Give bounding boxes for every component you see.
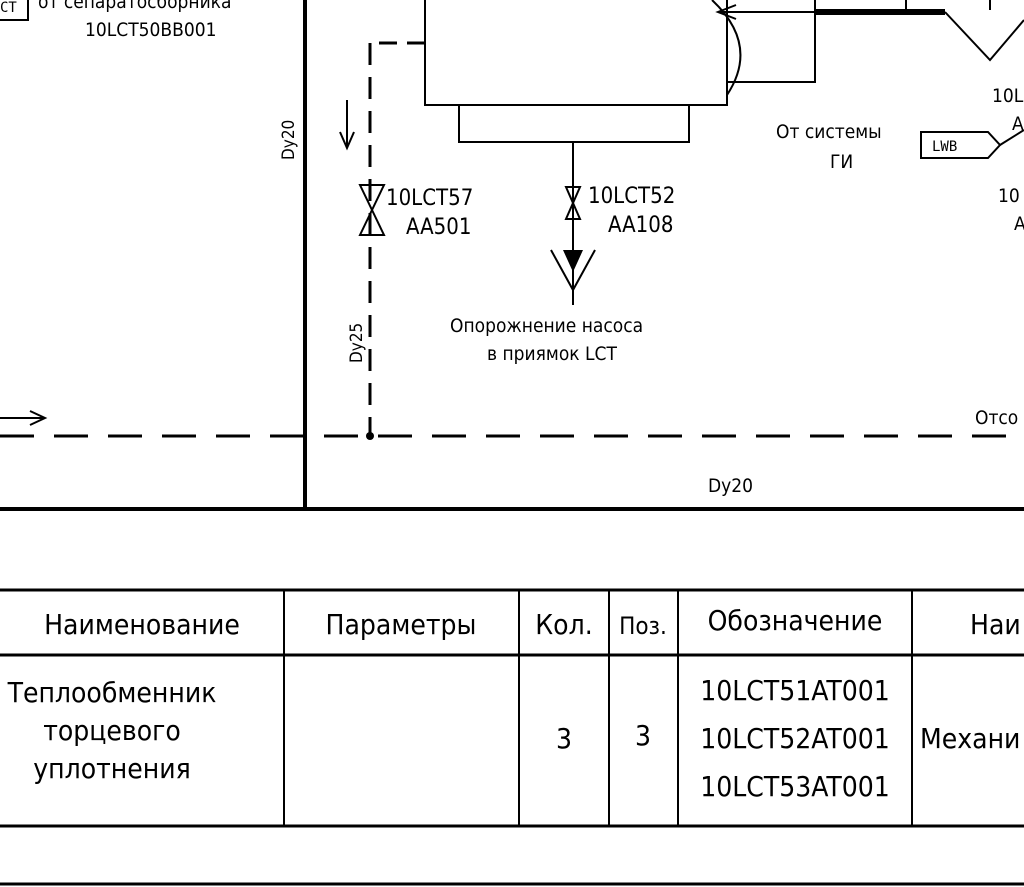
row-name-line1: Теплообменник	[7, 676, 217, 709]
valve-57-tag-line2: AA501	[406, 215, 471, 240]
header-designation: Обозначение	[708, 604, 883, 637]
pump-body	[424, 0, 945, 143]
drain-funnel-icon	[550, 249, 596, 293]
left-flow-arrow	[0, 410, 48, 426]
row-designation-1: 10LCT51AT001	[700, 674, 890, 707]
valve-52-tag-line1: 10LCT52	[588, 184, 675, 209]
valve-52-tag-line2: AA108	[608, 213, 673, 238]
dy25-vertical-label: Dy25	[347, 323, 367, 363]
separator-source-label: CT от сепаратосборника 10LCT50BB001	[0, 0, 231, 41]
from-system-line1: От системы	[776, 121, 882, 143]
header-qty: Кол.	[535, 608, 592, 641]
from-separator-line2: 10LCT50BB001	[85, 19, 216, 41]
header-pos: Поз.	[619, 612, 667, 640]
lct-tag-text: CT	[0, 0, 17, 16]
junction-dot	[366, 432, 374, 440]
row-last: Механи	[920, 722, 1020, 755]
row-designation-2: 10LCT52AT001	[700, 722, 890, 755]
valve-57-tag-line1: 10LCT57	[386, 186, 473, 211]
header-name: Наименование	[44, 608, 240, 641]
row-name-line2: торцевого	[43, 714, 181, 747]
right-tag-1b: A	[1012, 113, 1024, 135]
dy20-vertical-label: Dy20	[279, 120, 299, 160]
dy20-bottom-label: Dy20	[708, 475, 753, 497]
right-tag-1a: 10L	[992, 85, 1024, 107]
drain-label-line2: в приямок LCT	[487, 343, 617, 365]
drain-label-line1: Опорожнение насоса	[450, 315, 643, 337]
drain-pipe	[564, 142, 582, 305]
spec-table: Наименование Параметры Кол. Поз. Обознач…	[0, 588, 1024, 886]
down-flow-arrow	[339, 100, 355, 151]
row-name-line3: уплотнения	[33, 752, 191, 785]
from-separator-line1: от сепаратосборника	[38, 0, 231, 13]
valve-10lct57	[358, 184, 386, 236]
lwb-tag: LWB	[920, 129, 1024, 159]
from-system-line2: ГИ	[830, 151, 853, 173]
right-tag-2b: A	[1014, 213, 1024, 235]
header-last: Наи	[970, 608, 1021, 641]
right-cut-label: Отсо	[975, 407, 1018, 429]
right-tag-2a: 10	[998, 185, 1020, 207]
row-qty: 3	[556, 722, 572, 755]
header-params: Параметры	[326, 608, 477, 641]
row-designation-3: 10LCT53AT001	[700, 770, 890, 803]
row-pos: 3	[635, 719, 651, 752]
dashed-branch-line	[366, 41, 425, 440]
heat-exchanger-diamond	[944, 0, 1024, 62]
lct-tag-box	[0, 0, 29, 21]
lwb-tag-text: LWB	[932, 139, 957, 155]
